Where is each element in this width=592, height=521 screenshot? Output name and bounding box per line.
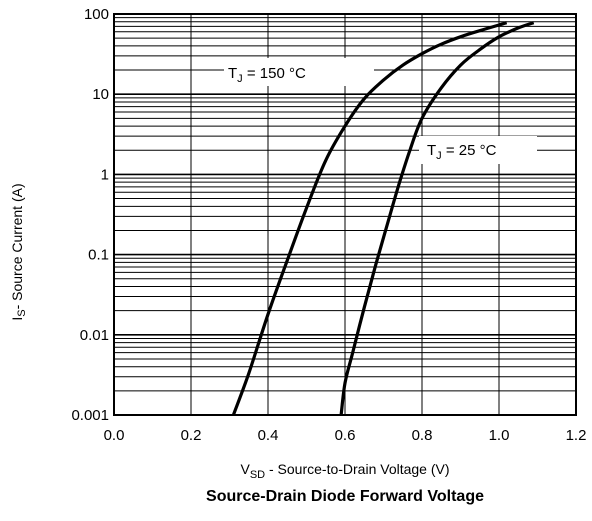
tick-labels: 0.0 0.2 0.4 0.6 0.8 1.0 1.2 100 10 1 0.1 0.01 0.001 bbox=[71, 6, 586, 444]
y-tick-label: 0.1 bbox=[88, 247, 109, 264]
x-axis-label: VSD - Source-to-Drain Voltage (V) bbox=[240, 461, 449, 481]
y-tick-label: 1 bbox=[101, 166, 109, 183]
series-line-tj150 bbox=[231, 21, 508, 416]
y-tick-label: 0.01 bbox=[80, 327, 109, 344]
x-tick-label: 0.2 bbox=[181, 427, 202, 444]
x-tick-label: 0.8 bbox=[412, 427, 433, 444]
svg-text:TJ = 25 °C: TJ = 25 °C bbox=[427, 142, 497, 162]
y-tick-label: 10 bbox=[92, 86, 109, 103]
series bbox=[231, 21, 535, 416]
y-tick-label: 100 bbox=[84, 6, 109, 23]
x-tick-label: 0.6 bbox=[335, 427, 356, 444]
series-label-tj25: TJ = 25 °C bbox=[419, 136, 537, 164]
svg-text:TJ = 150 °C: TJ = 150 °C bbox=[228, 65, 306, 85]
series-label-tj150: TJ = 150 °C bbox=[224, 58, 374, 86]
x-tick-label: 0.0 bbox=[104, 427, 125, 444]
series-line-tj25 bbox=[339, 21, 535, 416]
x-tick-label: 1.0 bbox=[489, 427, 510, 444]
chart-title: Source-Drain Diode Forward Voltage bbox=[206, 488, 484, 505]
x-tick-label: 0.4 bbox=[258, 427, 279, 444]
plot-frame bbox=[113, 13, 577, 416]
y-tick-label: 0.001 bbox=[71, 407, 109, 424]
x-tick-label: 1.2 bbox=[566, 427, 587, 444]
y-axis-label: IS- Source Current (A) bbox=[9, 183, 28, 320]
